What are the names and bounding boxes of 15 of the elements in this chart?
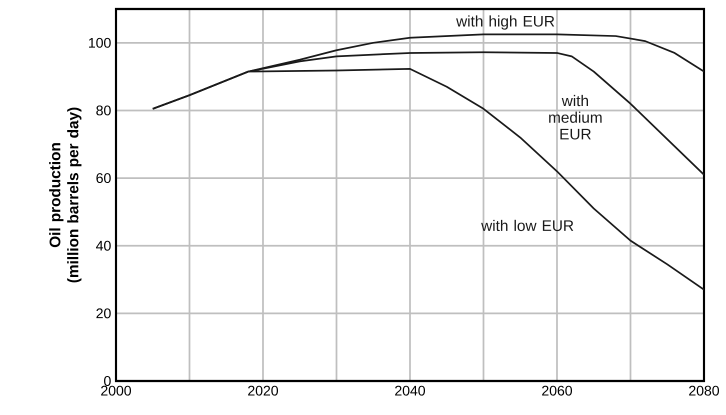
y-axis-title: Oil production (million barrels per day) [49,108,82,282]
x-tick-label: 2020 [248,386,278,396]
series-label: with medium EUR [549,94,602,140]
x-tick-label: 2040 [395,386,426,396]
y-tick-label: 0 [104,376,111,386]
x-tick-label: 2080 [689,386,720,396]
y-tick-label: 40 [96,240,111,251]
x-tick-label: 2060 [542,386,572,396]
series-label: with high EUR [456,15,554,30]
y-tick-label: 20 [96,308,111,318]
y-tick-label: 80 [96,106,111,116]
x-tick-label: 2000 [101,386,132,396]
y-tick-label: 60 [96,173,111,184]
y-tick-label: 100 [88,38,111,48]
series-label: with low EUR [481,220,574,232]
